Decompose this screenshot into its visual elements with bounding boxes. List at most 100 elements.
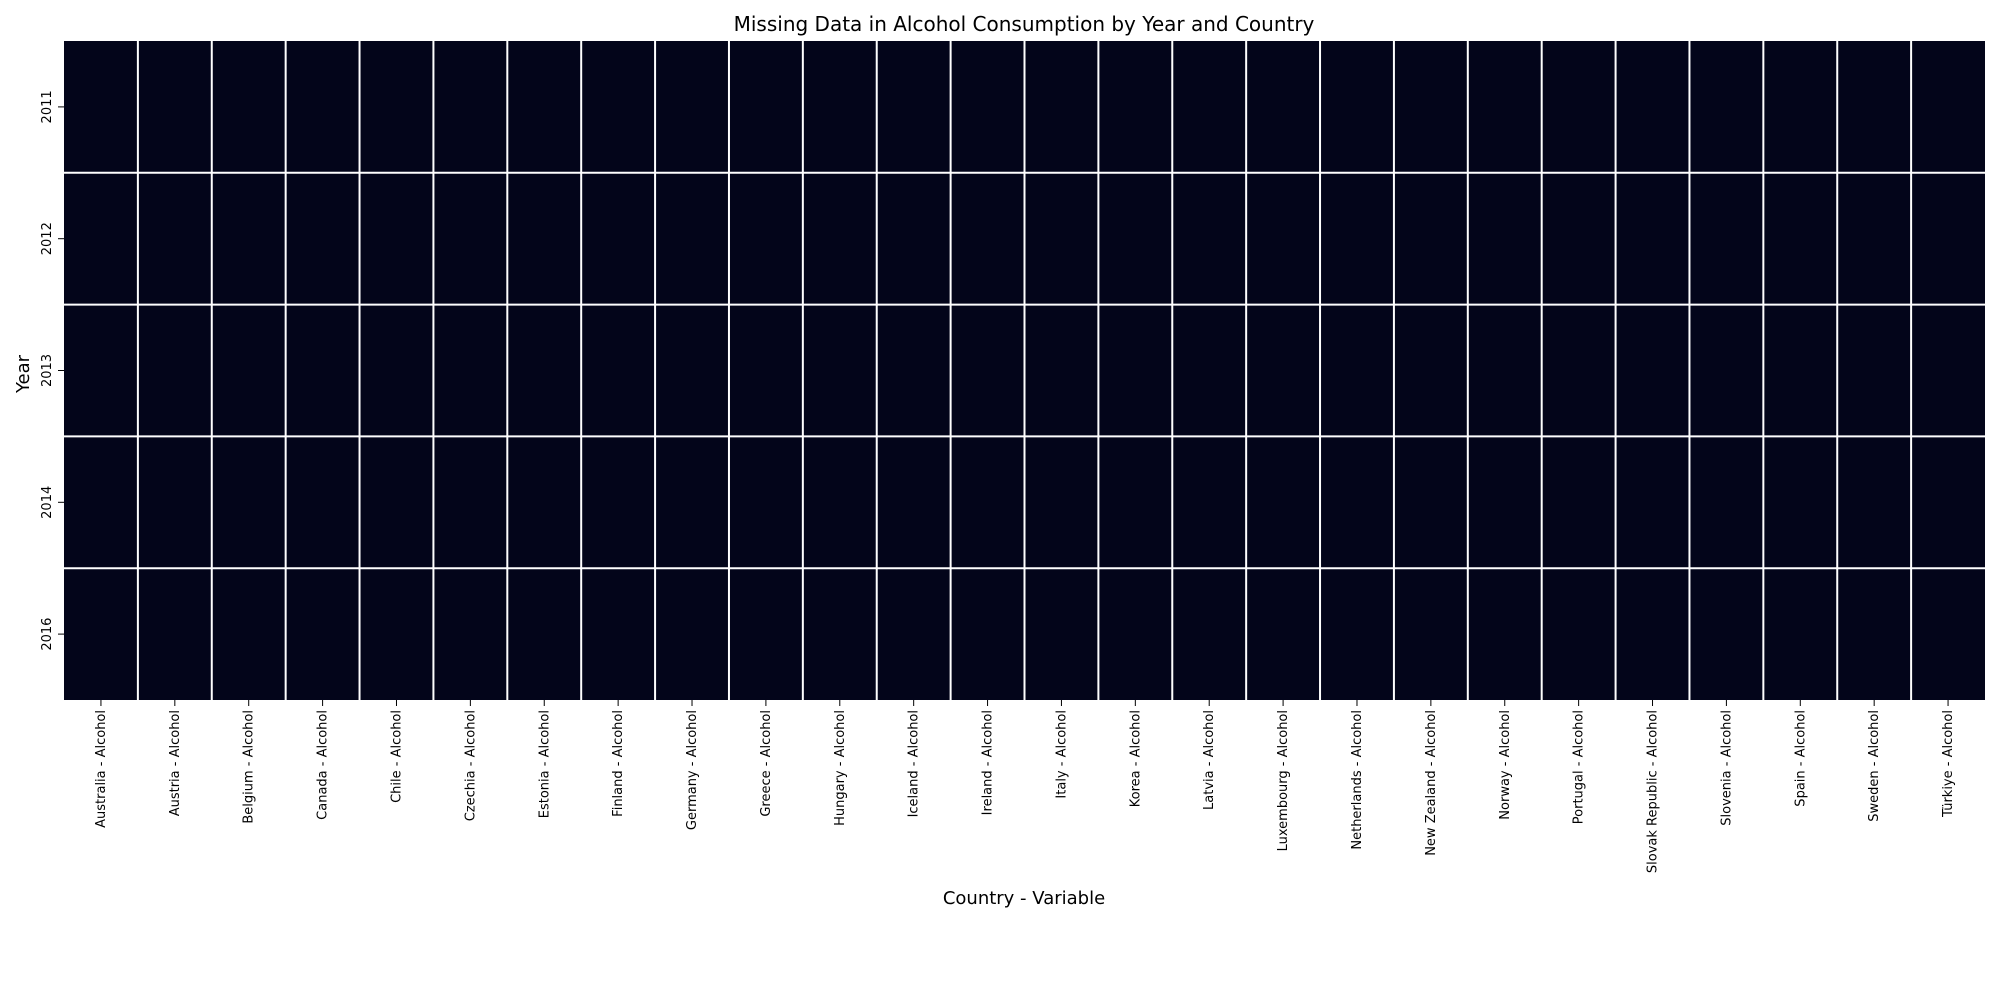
heatmap-cell [1320, 304, 1394, 437]
heatmap-cell [1541, 304, 1616, 437]
heatmap-cell [211, 568, 286, 700]
heatmap-cell [1098, 568, 1173, 700]
x-tick-label: Netherlands - Alcohol [1350, 710, 1365, 850]
heatmap-cell [1763, 172, 1838, 305]
heatmap-cell [359, 436, 434, 569]
x-tick-label: Finland - Alcohol [611, 710, 626, 817]
x-tick-label: Czechia - Alcohol [463, 710, 478, 821]
heatmap-gridlines [64, 41, 1985, 700]
heatmap-cell [1837, 436, 1912, 569]
heatmap-cell [1615, 41, 1690, 173]
heatmap-cell [1320, 172, 1394, 305]
heatmap-cell [655, 304, 729, 437]
heatmap-cell [1763, 41, 1838, 173]
heatmap-cell [876, 172, 951, 305]
x-tick-label: Slovenia - Alcohol [1719, 710, 1734, 826]
heatmap-cell [1393, 568, 1468, 700]
y-tick-label: 2012 [40, 222, 55, 255]
heatmap-cell [655, 436, 729, 569]
heatmap-cell [655, 568, 729, 700]
heatmap-cell [64, 568, 138, 700]
heatmap-cell [64, 304, 138, 437]
heatmap-cell [507, 436, 582, 569]
heatmap-cell [507, 568, 582, 700]
heatmap-cell [950, 436, 1025, 569]
heatmap-cell [1615, 304, 1690, 437]
heatmap-cell [1024, 568, 1099, 700]
heatmap-cell [285, 568, 360, 700]
x-axis-ticks: Australia - Alcohol Austria - Alcohol Belg… [94, 700, 1956, 873]
heatmap-cell [507, 41, 582, 173]
x-tick-label: Hungary - Alcohol [833, 710, 848, 826]
heatmap-cell [137, 304, 212, 437]
heatmap-cell [507, 304, 582, 437]
heatmap-cell [1172, 436, 1247, 569]
heatmap-cell [876, 568, 951, 700]
heatmap-cell [802, 568, 877, 700]
heatmap-cell [285, 304, 360, 437]
heatmap-cell [950, 41, 1025, 173]
heatmap-cell [1172, 304, 1247, 437]
heatmap-cell [1911, 436, 1985, 569]
y-tick-label: 2014 [40, 486, 55, 519]
heatmap-cell [285, 172, 360, 305]
y-axis-ticks: 2011 2012 2013 2014 2016 [40, 90, 64, 651]
heatmap-cell [1024, 172, 1099, 305]
x-tick-label: Italy - Alcohol [1054, 710, 1069, 799]
heatmap-cell [728, 304, 803, 437]
heatmap-cell [1615, 568, 1690, 700]
heatmap-cell [1246, 41, 1321, 173]
heatmap-cell [1911, 568, 1985, 700]
heatmap-cell [728, 41, 803, 173]
heatmap-cell [802, 41, 877, 173]
heatmap-cell [1689, 436, 1764, 569]
heatmap-cell [581, 172, 656, 305]
heatmap-cell [1911, 304, 1985, 437]
heatmap-cell [1541, 568, 1616, 700]
y-tick-label: 2011 [40, 90, 55, 123]
x-tick-label: Sweden - Alcohol [1867, 710, 1882, 822]
heatmap-cell [1467, 304, 1542, 437]
x-tick-label: Belgium - Alcohol [242, 710, 257, 824]
heatmap-cell [1837, 304, 1912, 437]
heatmap-cell [1098, 172, 1173, 305]
heatmap-cell [1098, 436, 1173, 569]
y-tick-label: 2013 [40, 354, 55, 387]
heatmap-cell [728, 436, 803, 569]
x-tick-label: New Zealand - Alcohol [1424, 710, 1439, 856]
heatmap-cells [64, 41, 1985, 700]
heatmap-cell [1393, 436, 1468, 569]
heatmap-cell [1837, 568, 1912, 700]
heatmap-cell [655, 41, 729, 173]
heatmap-cell [1689, 172, 1764, 305]
chart-title: Missing Data in Alcohol Consumption by Y… [734, 12, 1315, 36]
heatmap-cell [950, 304, 1025, 437]
heatmap-cell [1689, 304, 1764, 437]
heatmap-cell [433, 304, 508, 437]
heatmap-cell [211, 304, 286, 437]
heatmap-cell [876, 304, 951, 437]
heatmap-cell [876, 41, 951, 173]
heatmap-cell [581, 436, 656, 569]
heatmap-cell [1837, 41, 1912, 173]
heatmap-cell [64, 41, 138, 173]
heatmap-cell [211, 172, 286, 305]
heatmap-cell [1393, 172, 1468, 305]
heatmap-cell [433, 172, 508, 305]
x-tick-label: Luxembourg - Alcohol [1276, 710, 1291, 851]
y-axis-label: Year [13, 354, 34, 394]
heatmap-cell [1246, 568, 1321, 700]
heatmap-cell [655, 172, 729, 305]
heatmap-cell [137, 41, 212, 173]
y-tick-label: 2016 [40, 618, 55, 651]
heatmap-cell [359, 41, 434, 173]
x-tick-label: Norway - Alcohol [1498, 710, 1513, 820]
heatmap-cell [1393, 41, 1468, 173]
heatmap-cell [1541, 41, 1616, 173]
x-tick-label: Ireland - Alcohol [981, 710, 996, 815]
x-tick-label: Türkiye - Alcohol [1941, 710, 1956, 818]
heatmap-cell [1467, 568, 1542, 700]
heatmap-cell [876, 436, 951, 569]
heatmap-cell [1024, 304, 1099, 437]
